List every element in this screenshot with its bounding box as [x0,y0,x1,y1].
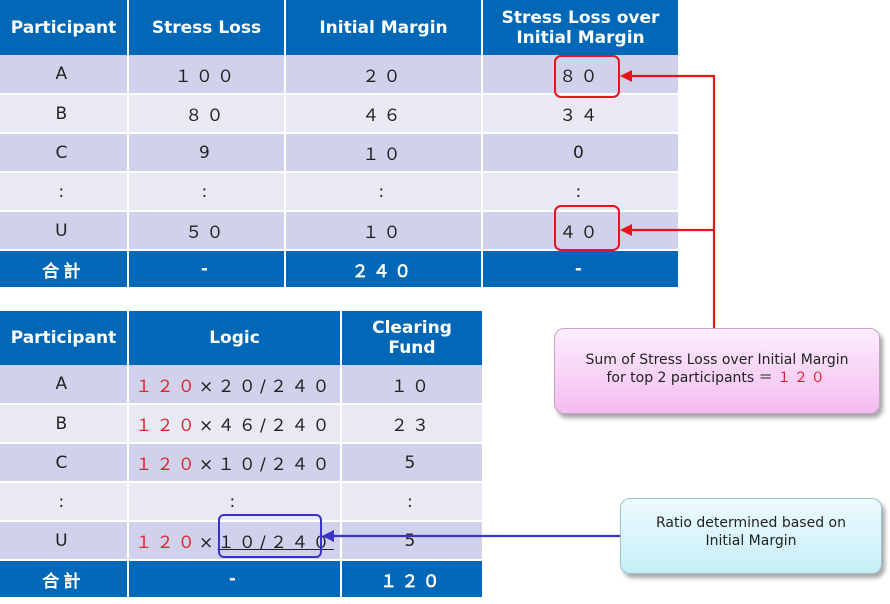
sum-callout: Sum of Stress Loss over Initial Margin f… [554,328,880,414]
stress-loss-cell: 9 [128,133,286,173]
table1-header-ratio: Stress Loss over Initial Margin [482,0,678,55]
highlight-box-ratio [218,514,322,558]
stress-loss-cell: : [128,172,286,212]
logic-ratio: ×４６/２４０ [199,416,334,436]
initial-margin-cell: ２０ [285,55,483,95]
ratio-callout: Ratio determined based on Initial Margin [620,498,882,574]
table1-header-initial-margin: Initial Margin [285,0,483,55]
participant-cell: B [0,404,129,444]
table-row: B ８０ ４６ ３４ [0,94,678,134]
red-arrowhead-bottom [620,224,632,236]
red-arrowhead-top [620,70,632,82]
red-connector [626,74,716,328]
table2-header-logic: Logic [128,311,342,365]
table1-total-row: 合計 - ２４０ - [0,250,678,287]
participant-cell: C [0,133,129,173]
stress-loss-cell: ８０ [128,94,286,134]
clearing-fund-table: Participant Logic Clearing Fund A １２０×２０… [0,311,482,597]
table2-header-participant: Participant [0,311,129,365]
sum-callout-line2: for top 2 participants ＝ １２０ [555,369,879,387]
participant-cell: : [0,482,129,522]
red-line-top [626,74,716,328]
total-initial-margin: ２４０ [285,250,483,287]
initial-margin-cell: : [285,172,483,212]
logic-multiply: × [199,533,218,553]
stress-loss-cell: １００ [128,55,286,95]
clearing-fund-cell: : [341,482,482,522]
ratio-cell: ３４ [482,94,678,134]
ratio-callout-line2: Initial Margin [705,533,797,549]
participant-cell: A [0,365,129,405]
table1-header-row: Participant Stress Loss Initial Margin S… [0,0,678,55]
total-ratio: - [482,250,678,287]
table-row: C １２０×１０/２４０ 5 [0,443,482,483]
total-logic: - [128,560,342,597]
logic-cell: １２０×２０/２４０ [128,365,342,405]
logic-ratio: : [229,491,240,512]
logic-cell: １２０×４６/２４０ [128,404,342,444]
table2-header-clearing-fund: Clearing Fund [341,311,482,365]
table-row: U １２０×１０/２４０ 5 [0,521,482,561]
logic-total-value: １２０ [135,533,199,553]
clearing-fund-cell: ２３ [341,404,482,444]
participant-cell: U [0,521,129,561]
highlight-box-u [554,205,620,251]
table1-header-participant: Participant [0,0,129,55]
ratio-cell: 0 [482,133,678,173]
stress-loss-cell: ５０ [128,211,286,251]
sum-callout-value: １２０ [777,370,828,386]
table2-total-row: 合計 - １２０ [0,560,482,597]
total-label: 合計 [0,560,129,597]
table-row: A １２０×２０/２４０ １０ [0,365,482,405]
sum-callout-line1: Sum of Stress Loss over Initial Margin [585,352,849,368]
participant-cell: C [0,443,129,483]
logic-ratio: ×１０/２４０ [199,455,334,475]
participant-cell: B [0,94,129,134]
blue-arrowhead [322,530,334,542]
logic-total-value: １２０ [135,416,199,436]
participant-cell: A [0,55,129,95]
total-clearing-fund: １２０ [341,560,482,597]
clearing-fund-cell: １０ [341,365,482,405]
logic-cell: １２０×１０/２４０ [128,521,342,561]
ratio-callout-line1: Ratio determined based on [655,515,846,531]
participant-cell: : [0,172,129,212]
initial-margin-cell: １０ [285,133,483,173]
highlight-box-a [554,55,620,98]
logic-cell: １２０×１０/２４０ [128,443,342,483]
participant-cell: U [0,211,129,251]
logic-total-value: １２０ [135,455,199,475]
logic-total-value: １２０ [135,376,199,397]
table-row: B １２０×４６/２４０ ２３ [0,404,482,444]
table-row: C 9 １０ 0 [0,133,678,173]
table-row: : : : : [0,172,678,212]
logic-ratio-underlined: １０/２４０ [217,533,334,553]
table-row: A １００ ２０ ８０ [0,55,678,95]
clearing-fund-cell: 5 [341,443,482,483]
sum-callout-line2-text: for top 2 participants ＝ [606,370,773,386]
table2-header-row: Participant Logic Clearing Fund [0,311,482,365]
clearing-fund-cell: 5 [341,521,482,561]
table1-header-stress-loss: Stress Loss [128,0,286,55]
total-stress-loss: - [128,250,286,287]
initial-margin-cell: １０ [285,211,483,251]
total-label: 合計 [0,250,129,287]
logic-ratio: ×２０/２４０ [199,376,334,397]
initial-margin-cell: ４６ [285,94,483,134]
